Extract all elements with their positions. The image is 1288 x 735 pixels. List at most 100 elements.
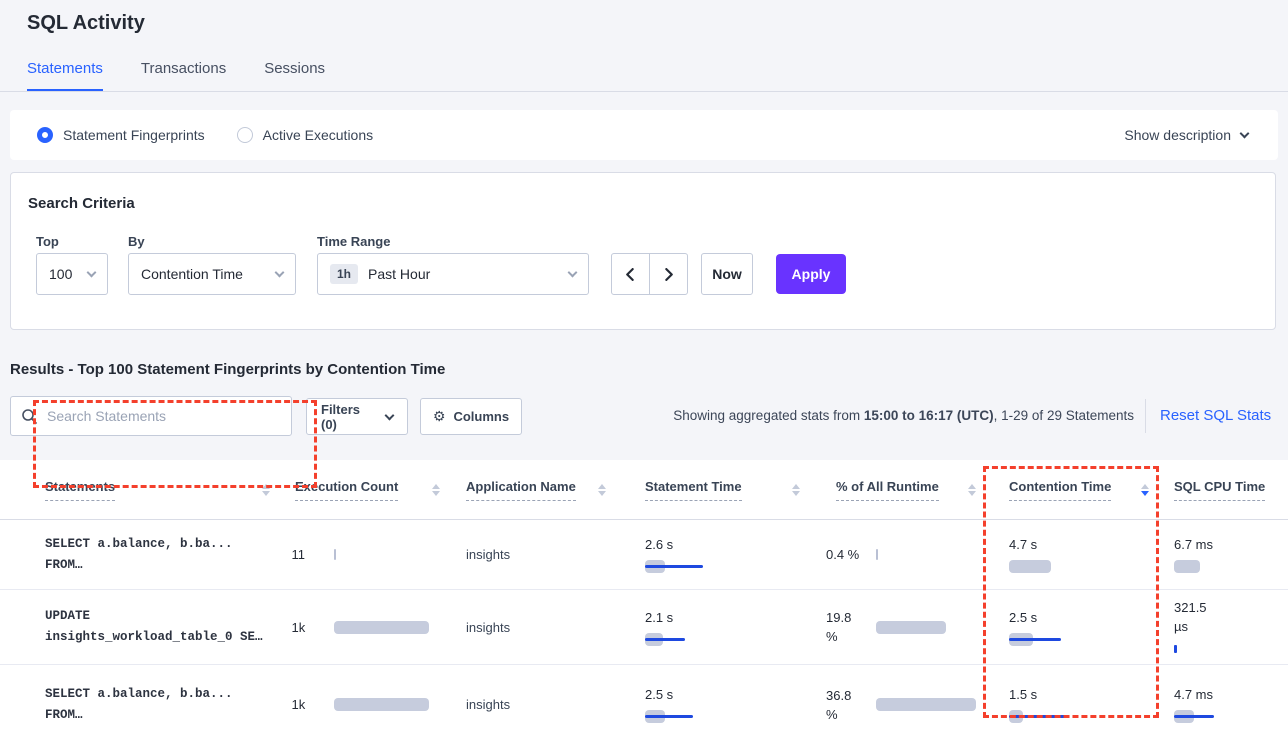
runtime-pct-cell: 36.8% — [826, 665, 976, 735]
results-heading: Results - Top 100 Statement Fingerprints… — [10, 361, 446, 378]
sort-icon[interactable] — [968, 483, 976, 496]
contention-time-bar — [1009, 632, 1149, 647]
tab-sessions[interactable]: Sessions — [264, 60, 326, 77]
contention-time-bar — [1009, 709, 1149, 724]
search-criteria-panel: Search Criteria Top 100 By Contention Ti… — [10, 172, 1276, 488]
previous-time-range-button[interactable] — [612, 254, 650, 294]
statement-time-cell: 2.6 s — [645, 520, 800, 589]
table-row[interactable]: UPDATE insights_workload_table_0 SE… 1k … — [0, 590, 1288, 665]
time-range-pager — [611, 253, 688, 295]
gear-icon: ⚙ — [432, 408, 446, 425]
radio-label: Active Executions — [262, 127, 374, 143]
by-select[interactable]: Contention Time — [128, 253, 296, 295]
tab-transactions[interactable]: Transactions — [140, 60, 227, 77]
by-select-value: Contention Time — [141, 266, 243, 282]
runtime-pct-cell: 19.8% — [826, 590, 976, 664]
show-description-label: Show description — [1124, 127, 1231, 143]
statement-time-cell: 2.1 s — [645, 590, 800, 664]
time-range-badge: 1h — [330, 264, 359, 284]
statement-time-bar — [645, 709, 800, 724]
top-label: Top — [36, 234, 59, 249]
time-range-select[interactable]: 1h Past Hour — [317, 253, 589, 295]
radio-selected-icon — [37, 127, 53, 143]
statements-table: Statements Execution Count Application N… — [0, 460, 1288, 735]
runtime-pct-bar — [876, 697, 986, 712]
chevron-down-icon — [274, 267, 285, 277]
column-header-sql-cpu-time[interactable]: SQL CPU Time — [1174, 460, 1274, 519]
chevron-down-icon — [1239, 128, 1250, 138]
filters-button[interactable]: Filters (0) — [306, 398, 408, 435]
columns-button[interactable]: ⚙ Columns — [420, 398, 522, 435]
search-icon — [22, 409, 37, 424]
chevron-down-icon — [567, 267, 578, 277]
statement-cell[interactable]: SELECT a.balance, b.ba... FROM… — [45, 536, 233, 572]
column-header-statements[interactable]: Statements — [45, 460, 270, 519]
execution-count-cell: 1k — [292, 590, 440, 664]
sort-icon[interactable] — [792, 483, 800, 496]
next-time-range-button[interactable] — [650, 254, 687, 294]
runtime-pct-cell: 0.4 % — [826, 520, 976, 589]
radio-unselected-icon — [236, 127, 253, 143]
reset-sql-stats-link[interactable]: Reset SQL Stats — [1160, 407, 1272, 424]
sql-cpu-time-cell: 4.7 ms — [1174, 665, 1274, 735]
execution-count-bar — [333, 620, 444, 635]
apply-button[interactable]: Apply — [776, 254, 846, 294]
now-button[interactable]: Now — [701, 253, 753, 295]
contention-time-bar — [1009, 559, 1149, 574]
column-header-execution-count[interactable]: Execution Count — [295, 460, 440, 519]
sql-cpu-time-cell: 6.7 ms — [1174, 520, 1274, 589]
statement-time-cell: 2.5 s — [645, 665, 800, 735]
column-header-contention-time[interactable]: Contention Time — [1009, 460, 1149, 519]
column-header-runtime-pct[interactable]: % of All Runtime — [836, 460, 976, 519]
runtime-pct-bar — [876, 547, 986, 562]
page-title: SQL Activity — [27, 12, 145, 34]
sort-icon[interactable] — [432, 483, 440, 496]
column-header-statement-time[interactable]: Statement Time — [645, 460, 800, 519]
show-description-toggle[interactable]: Show description — [1124, 127, 1250, 143]
execution-count-cell: 11 — [292, 520, 440, 589]
top-select[interactable]: 100 — [36, 253, 108, 295]
statement-time-bar — [645, 559, 800, 574]
execution-count-cell: 1k — [292, 665, 440, 735]
execution-count-bar — [333, 547, 444, 562]
sql-cpu-time-bar — [1174, 709, 1274, 724]
statement-cell[interactable]: SELECT a.balance, b.ba... FROM… — [45, 686, 233, 722]
contention-time-cell: 1.5 s — [1009, 665, 1149, 735]
toolbar-divider — [1145, 399, 1146, 433]
tab-statements[interactable]: Statements — [27, 60, 103, 92]
statement-time-bar — [645, 632, 800, 647]
sort-icon[interactable] — [598, 483, 606, 496]
table-header-row: Statements Execution Count Application N… — [0, 460, 1288, 520]
showing-stats-text: Showing aggregated stats from 15:00 to 1… — [673, 408, 1134, 423]
search-statements-box — [10, 396, 292, 436]
radio-statement-fingerprints[interactable]: Statement Fingerprints — [37, 127, 205, 143]
chevron-down-icon — [384, 410, 395, 421]
chevron-right-icon — [665, 267, 673, 281]
filters-label: Filters (0) — [321, 401, 361, 432]
execution-count-bar — [333, 697, 444, 712]
view-toggle-bar: Statement Fingerprints Active Executions… — [10, 110, 1278, 160]
contention-time-cell: 4.7 s — [1009, 520, 1149, 589]
sql-cpu-time-bar — [1174, 559, 1274, 574]
table-row[interactable]: SELECT a.balance, b.ba... FROM… 11 insig… — [0, 520, 1288, 590]
by-label: By — [128, 234, 145, 249]
columns-label: Columns — [453, 409, 510, 424]
radio-label: Statement Fingerprints — [63, 127, 205, 143]
sort-icon[interactable] — [1141, 483, 1149, 496]
application-name-cell: insights — [466, 619, 511, 635]
sort-icon[interactable] — [262, 483, 270, 496]
sql-cpu-time-bar — [1174, 641, 1274, 656]
column-header-application-name[interactable]: Application Name — [466, 460, 606, 519]
statement-cell[interactable]: UPDATE insights_workload_table_0 SE… — [45, 609, 263, 644]
search-statements-input[interactable] — [10, 396, 292, 436]
application-name-cell: insights — [466, 697, 511, 712]
radio-active-executions[interactable]: Active Executions — [236, 127, 374, 143]
chevron-down-icon — [86, 267, 97, 277]
chevron-left-icon — [626, 267, 634, 281]
tab-bar-divider — [0, 91, 1288, 92]
tab-bar: Statements Transactions Sessions — [27, 60, 325, 92]
table-row[interactable]: SELECT a.balance, b.ba... FROM… 1k insig… — [0, 665, 1288, 735]
runtime-pct-bar — [876, 620, 986, 635]
sql-cpu-time-cell: 321.5 µs — [1174, 590, 1274, 664]
